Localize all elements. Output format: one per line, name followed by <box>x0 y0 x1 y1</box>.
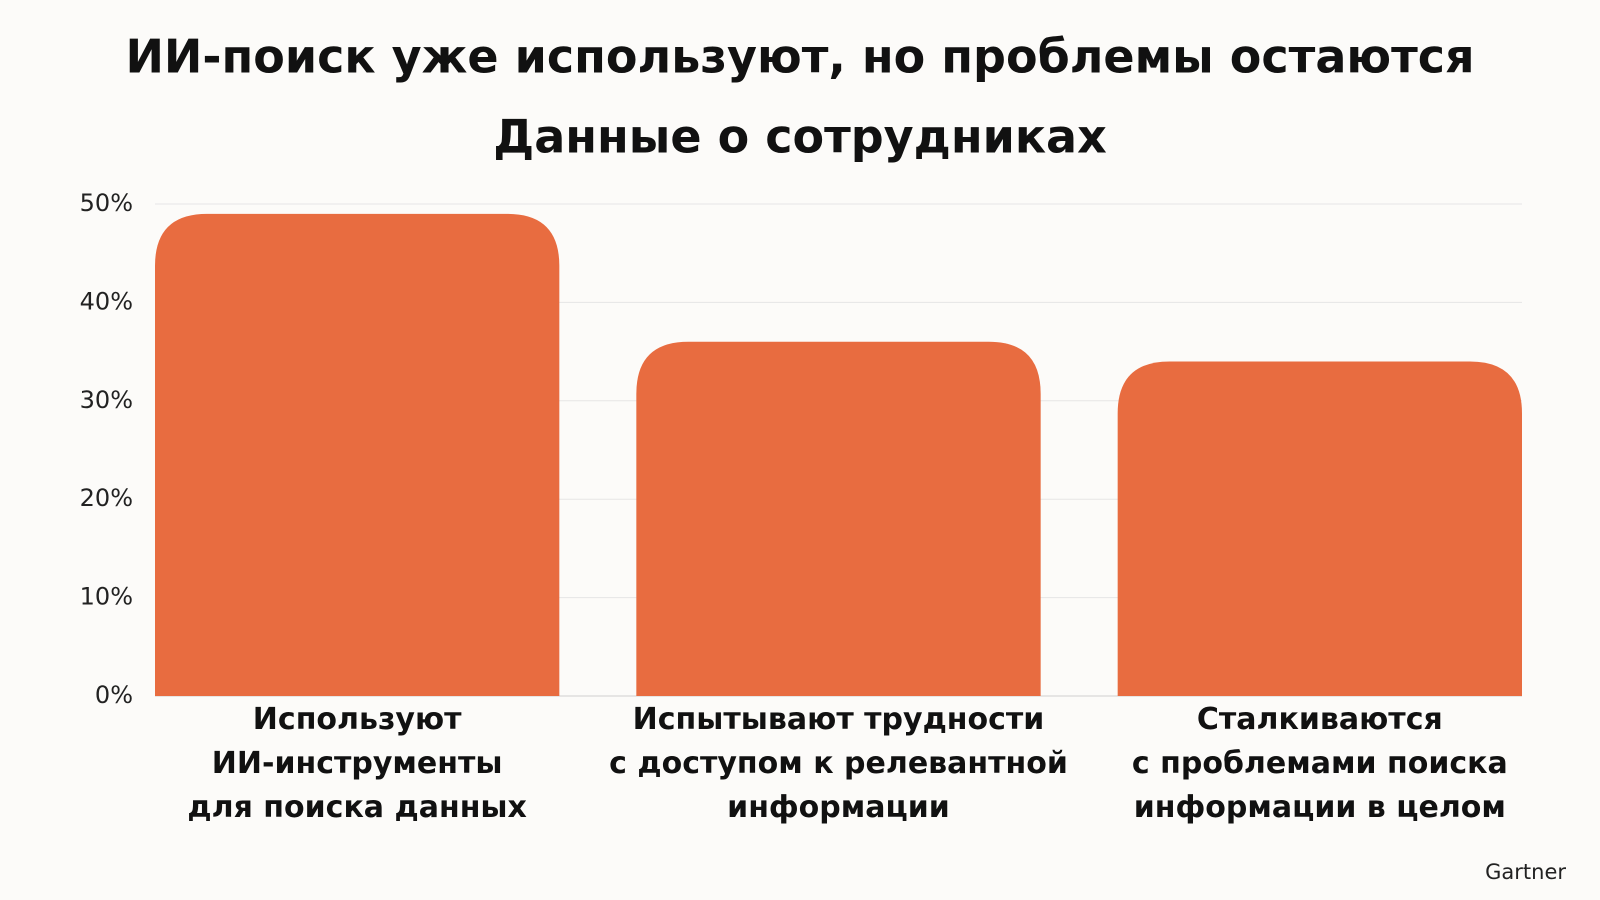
x-tick-label: Испытывают трудности с доступом к релева… <box>609 702 1068 825</box>
y-tick-label: 50% <box>80 189 133 217</box>
x-tick-label: Сталкиваются с проблемами поиска информа… <box>1131 702 1508 825</box>
bar <box>1117 361 1522 696</box>
y-tick-label: 30% <box>80 386 133 414</box>
bar <box>636 341 1041 696</box>
chart-title: ИИ-поиск уже используют, но проблемы ост… <box>125 30 1474 84</box>
source: Gartner <box>1485 860 1566 884</box>
chart-subtitle: Данные о сотрудниках <box>493 110 1107 164</box>
y-tick-label: 40% <box>80 287 133 315</box>
x-tick-label: Используют ИИ-инструменты для поиска дан… <box>187 702 527 825</box>
y-tick-label: 20% <box>80 484 133 512</box>
bar <box>155 213 560 696</box>
y-tick-label: 10% <box>80 583 133 611</box>
y-tick-label: 0% <box>95 681 133 709</box>
